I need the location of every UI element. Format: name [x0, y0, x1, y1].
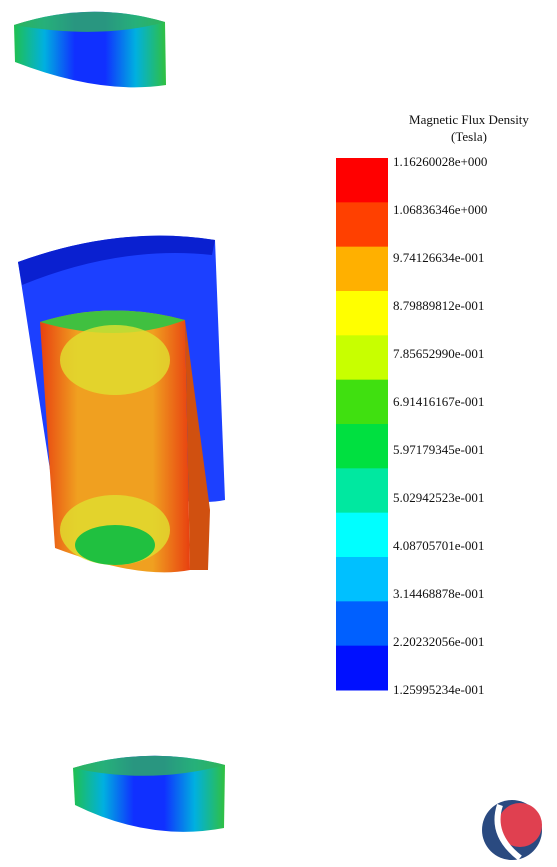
legend-band	[336, 202, 388, 248]
legend-band	[336, 601, 388, 647]
legend-label: 5.97179345e-001	[393, 442, 484, 457]
top-disk	[14, 11, 166, 88]
legend-label: 7.85652990e-001	[393, 346, 484, 361]
legend-band	[336, 557, 388, 602]
logo	[482, 800, 542, 861]
legend-band	[336, 645, 388, 691]
legend-band	[336, 291, 388, 336]
legend-label: 1.06836346e+000	[393, 202, 487, 217]
legend-label: 5.02942523e-001	[393, 490, 484, 505]
legend-label: 8.79889812e-001	[393, 298, 484, 313]
core	[40, 310, 210, 573]
legend-band	[336, 424, 388, 469]
legend-label: 1.25995234e-001	[393, 682, 484, 697]
legend-band	[336, 335, 388, 381]
legend-band	[336, 158, 388, 203]
legend-label: 1.16260028e+000	[393, 154, 487, 169]
legend-label: 3.14468878e-001	[393, 586, 484, 601]
legend-label: 9.74126634e-001	[393, 250, 484, 265]
legend-unit: (Tesla)	[451, 129, 487, 144]
bottom-disk	[73, 755, 225, 832]
legend: Magnetic Flux Density (Tesla) 1.16260028…	[336, 112, 529, 697]
legend-band	[336, 379, 388, 425]
legend-label: 4.08705701e-001	[393, 538, 484, 553]
legend-label: 2.20232056e-001	[393, 634, 484, 649]
legend-band	[336, 468, 388, 514]
legend-title: Magnetic Flux Density	[409, 112, 529, 127]
legend-label: 6.91416167e-001	[393, 394, 484, 409]
legend-band	[336, 512, 388, 558]
legend-band	[336, 246, 388, 292]
